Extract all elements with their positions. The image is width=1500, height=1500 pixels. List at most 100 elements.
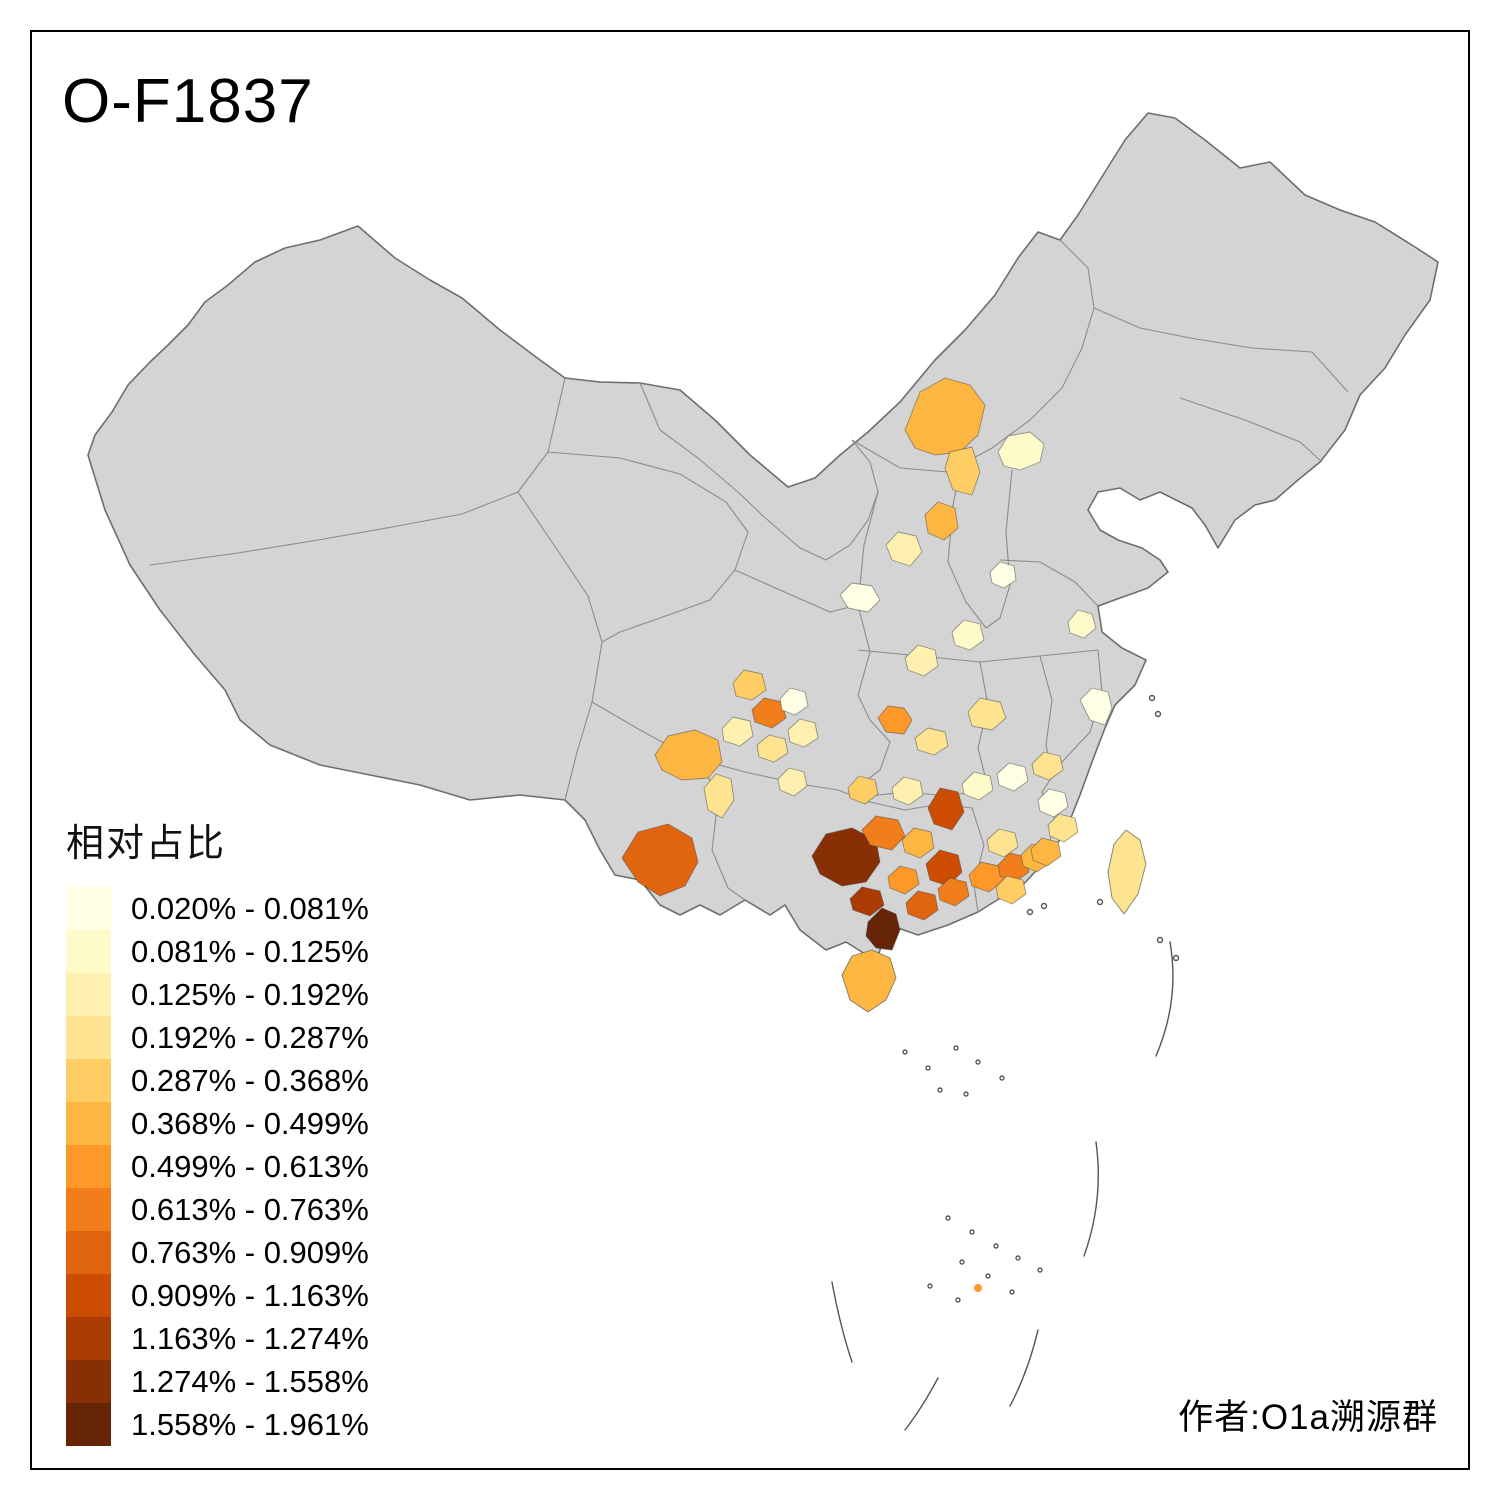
legend-label: 0.499% - 0.613%	[131, 1148, 369, 1184]
islet	[1040, 902, 1048, 910]
legend-label: 0.909% - 1.163%	[131, 1277, 369, 1313]
legend-row: 0.613% - 0.763%	[66, 1188, 369, 1231]
map-region	[839, 582, 881, 613]
map-region	[914, 727, 949, 756]
legend-row: 0.081% - 0.125%	[66, 930, 369, 973]
map-region	[1067, 609, 1097, 639]
islet	[959, 1259, 965, 1265]
province-borders	[149, 239, 1349, 913]
province-border	[601, 531, 749, 643]
province-border	[985, 469, 1013, 629]
islet	[1172, 954, 1180, 962]
legend-row: 0.125% - 0.192%	[66, 973, 369, 1016]
legend-row: 0.020% - 0.081%	[66, 887, 369, 930]
islet	[1009, 1289, 1015, 1295]
islet	[999, 1075, 1005, 1081]
choropleth-regions	[621, 377, 1113, 951]
legend: 相对占比 0.020% - 0.081% 0.081% - 0.125% 0.1…	[66, 812, 369, 1446]
islet	[945, 1215, 951, 1221]
legend-swatch	[66, 1145, 111, 1188]
legend-row: 0.368% - 0.499%	[66, 1102, 369, 1145]
province-border	[639, 382, 879, 561]
sea-boundary-dash	[831, 1281, 853, 1363]
map-region	[891, 776, 924, 806]
legend-label: 0.287% - 0.368%	[131, 1062, 369, 1098]
map-region	[951, 619, 985, 651]
islet	[1154, 710, 1162, 718]
map-region	[721, 716, 754, 747]
legend-swatch	[66, 1317, 111, 1360]
map-region	[861, 815, 906, 851]
map-region	[905, 890, 939, 921]
legend-swatch	[66, 930, 111, 973]
legend-swatch	[66, 1102, 111, 1145]
attribution: 作者:O1a溯源群	[1178, 1398, 1438, 1437]
map-region	[944, 446, 981, 496]
map-region	[787, 718, 819, 748]
map-region	[621, 823, 699, 897]
legend-row: 0.192% - 0.287%	[66, 1016, 369, 1059]
map-region	[1031, 751, 1064, 781]
islet	[975, 1059, 981, 1065]
legend-label: 1.163% - 1.274%	[131, 1320, 369, 1356]
map-region	[1030, 837, 1062, 867]
legend-label: 0.125% - 0.192%	[131, 976, 369, 1012]
sea-features	[831, 694, 1180, 1431]
legend-row: 1.274% - 1.558%	[66, 1360, 369, 1403]
map-region	[751, 697, 787, 729]
map-region	[924, 501, 959, 541]
islet	[925, 1065, 931, 1071]
sea-boundary-dash	[1009, 1329, 1039, 1407]
map-region	[877, 705, 913, 735]
islet	[1026, 908, 1034, 916]
province-border	[855, 694, 891, 789]
map-region	[1079, 687, 1113, 726]
map-region	[756, 734, 789, 763]
legend-title: 相对占比	[66, 823, 227, 865]
islet	[955, 1297, 961, 1303]
map-region	[997, 431, 1045, 471]
legend-swatch	[66, 1231, 111, 1274]
legend-label: 0.613% - 0.763%	[131, 1191, 369, 1227]
map-region	[732, 669, 767, 701]
legend-swatch	[66, 1403, 111, 1446]
islet	[937, 1087, 943, 1093]
map-region	[777, 767, 808, 797]
province-border	[851, 239, 1095, 473]
map-region	[849, 886, 885, 917]
province-border	[1093, 307, 1349, 393]
islet	[927, 1283, 933, 1289]
islands	[841, 829, 1147, 1013]
legend-row: 0.763% - 0.909%	[66, 1231, 369, 1274]
legend-swatch	[66, 1059, 111, 1102]
map-region	[654, 729, 723, 781]
sea-boundary-dash	[1155, 941, 1174, 1057]
map-region	[901, 827, 935, 859]
islet	[993, 1243, 999, 1249]
islet	[1096, 898, 1104, 906]
map-region	[865, 907, 901, 951]
map-region	[1037, 788, 1069, 818]
islet	[902, 1049, 908, 1055]
map-region	[847, 775, 879, 805]
islet	[985, 1273, 991, 1279]
map-region	[703, 773, 735, 819]
sea-boundary-dash	[1083, 1141, 1099, 1257]
legend-row: 0.499% - 0.613%	[66, 1145, 369, 1188]
province-border	[1179, 397, 1323, 463]
map-region	[887, 865, 920, 895]
map-region	[927, 787, 965, 831]
legend-label: 0.081% - 0.125%	[131, 933, 369, 969]
legend-row: 0.287% - 0.368%	[66, 1059, 369, 1102]
islet	[953, 1045, 959, 1051]
legend-label: 0.763% - 0.909%	[131, 1234, 369, 1270]
legend-swatch	[66, 1016, 111, 1059]
map-region	[937, 877, 970, 907]
province-border	[149, 377, 566, 566]
map-region	[925, 849, 963, 887]
map-region	[1047, 813, 1079, 843]
legend-swatch	[66, 887, 111, 930]
legend-row: 1.558% - 1.961%	[66, 1403, 369, 1446]
legend-label: 0.368% - 0.499%	[131, 1105, 369, 1141]
